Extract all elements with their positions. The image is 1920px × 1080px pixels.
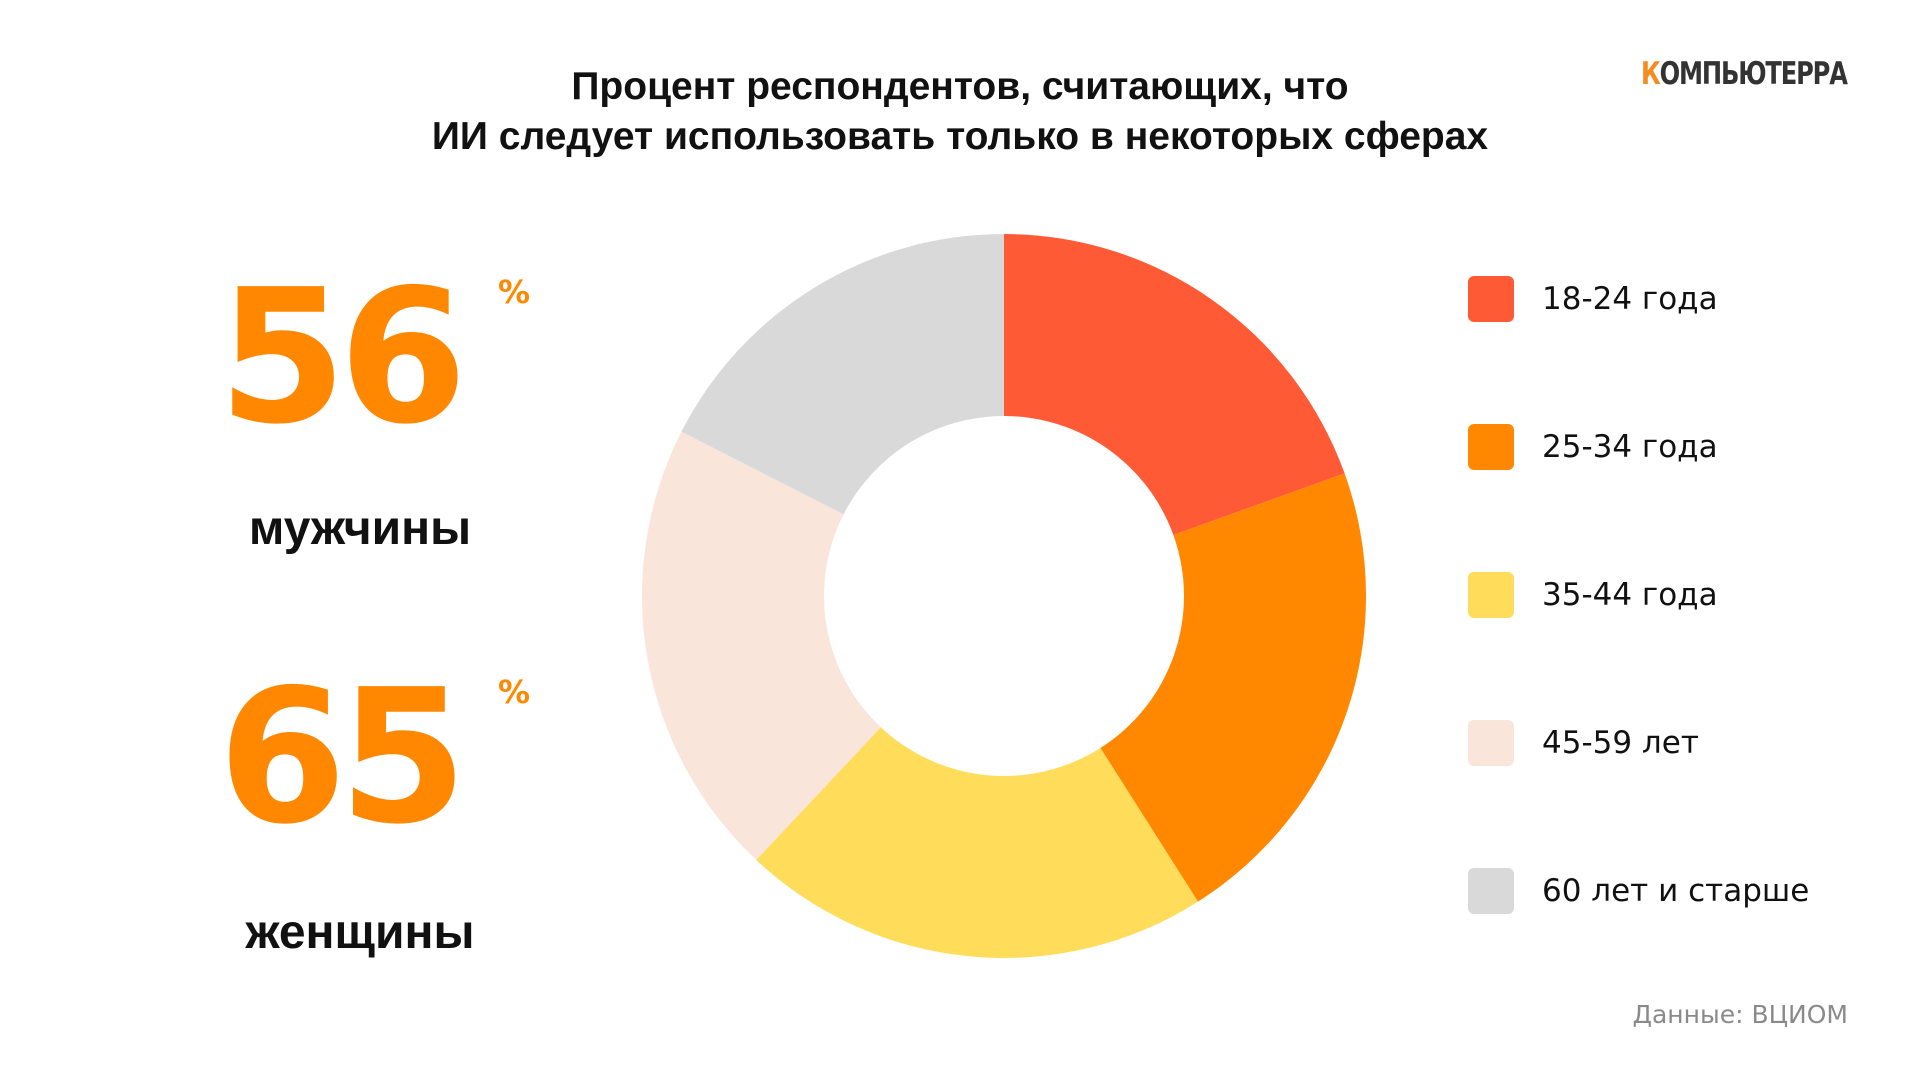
legend-item-3: 35-44 года bbox=[1468, 572, 1868, 618]
donut-slice-1 bbox=[1004, 234, 1345, 536]
legend-item-2: 25-34 года bbox=[1468, 424, 1868, 470]
stat-women-label: женщины bbox=[245, 906, 475, 959]
donut-slice-3 bbox=[756, 727, 1198, 959]
chart-title-line-2: ИИ следует использовать только в некотор… bbox=[431, 115, 1489, 158]
brand-logo: КОМПЬЮТЕРРА bbox=[1641, 56, 1848, 92]
legend-swatch bbox=[1468, 868, 1514, 914]
legend-label: 45-59 лет bbox=[1542, 725, 1699, 761]
donut-slice-2 bbox=[1100, 473, 1366, 902]
donut-slice-4 bbox=[641, 431, 881, 860]
legend-swatch bbox=[1468, 424, 1514, 470]
chart-title: Процент респондентов, считающих, что ИИ … bbox=[0, 62, 1920, 162]
legend-swatch bbox=[1468, 572, 1514, 618]
legend-item-4: 45-59 лет bbox=[1468, 720, 1868, 766]
legend-item-1: 18-24 года bbox=[1468, 276, 1868, 322]
stat-women-unit: % bbox=[498, 673, 531, 711]
brand-logo-rest: ОМПЬЮТЕРРА bbox=[1659, 56, 1848, 92]
legend-label: 25-34 года bbox=[1542, 429, 1718, 465]
legend-item-5: 60 лет и старше bbox=[1468, 868, 1868, 914]
legend-swatch bbox=[1468, 720, 1514, 766]
legend-swatch bbox=[1468, 276, 1514, 322]
stat-men-label: мужчины bbox=[248, 502, 472, 555]
brand-logo-first-letter: К bbox=[1641, 56, 1661, 92]
stat-women-value: 65 bbox=[218, 649, 467, 865]
legend-label: 60 лет и старше bbox=[1542, 873, 1810, 909]
chart-title-line-1: Процент респондентов, считающих, что bbox=[571, 65, 1349, 108]
stat-men-value: 56 bbox=[218, 249, 467, 465]
donut-slice-5 bbox=[681, 234, 1004, 515]
data-source: Данные: ВЦИОМ bbox=[1632, 1000, 1848, 1029]
stat-men-unit: % bbox=[498, 273, 531, 311]
legend-label: 18-24 года bbox=[1542, 281, 1718, 317]
legend-label: 35-44 года bbox=[1542, 577, 1718, 613]
